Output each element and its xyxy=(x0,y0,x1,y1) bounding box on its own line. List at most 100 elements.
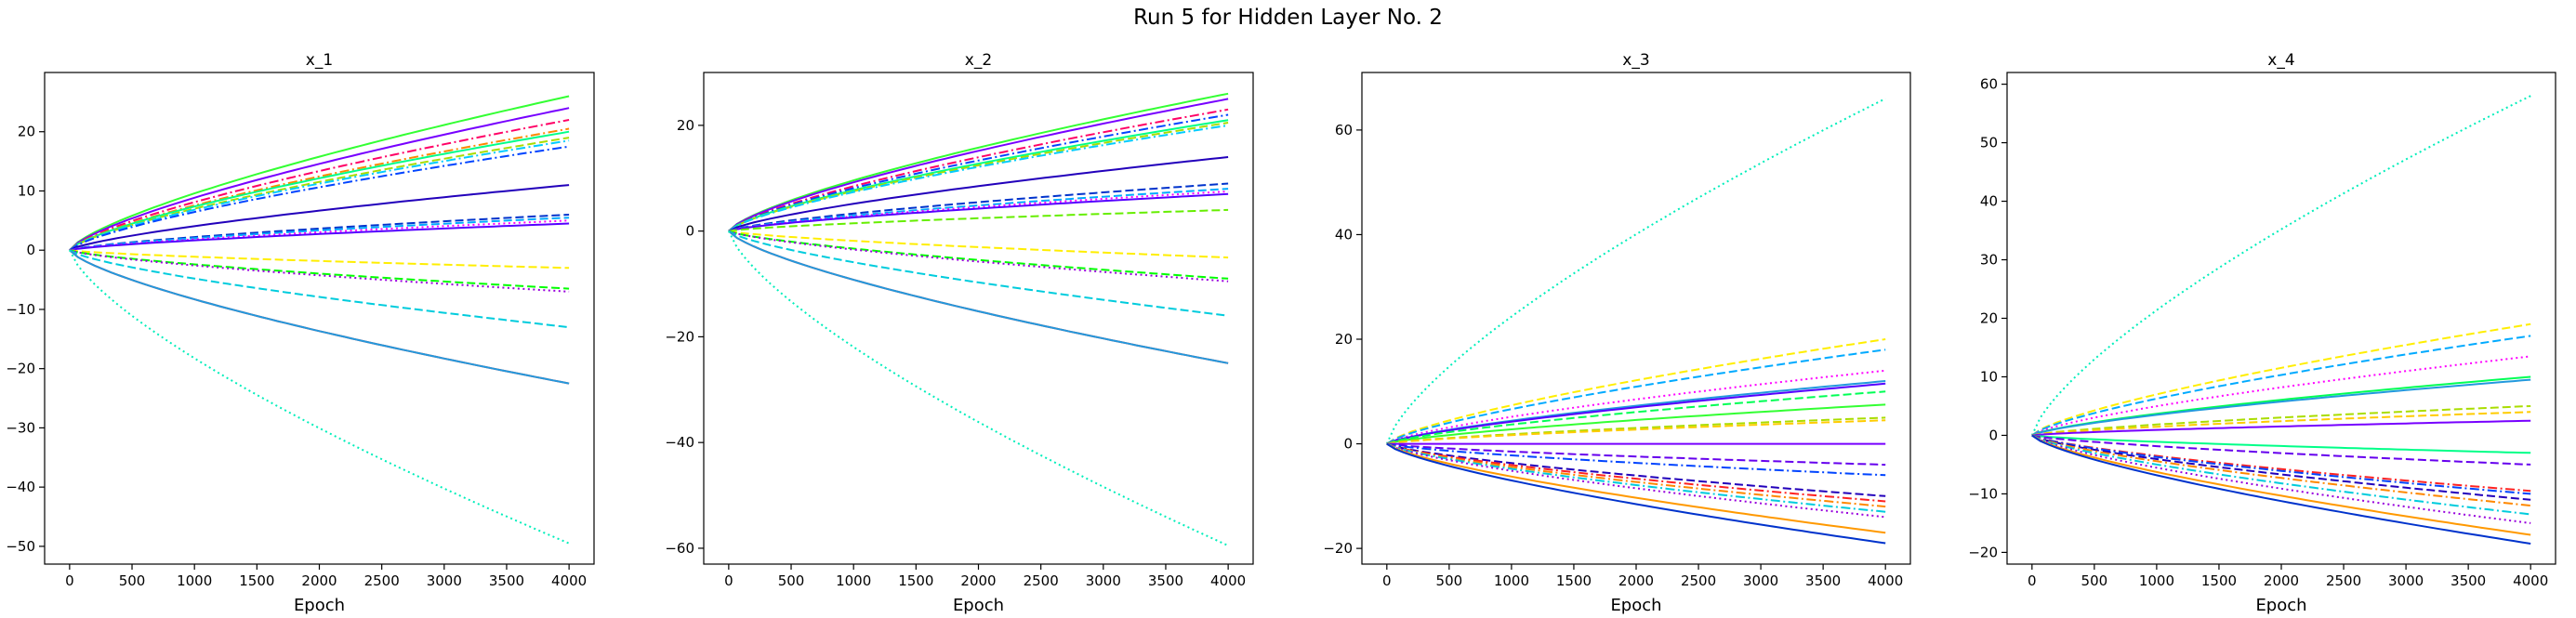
figure-title: Run 5 for Hidden Layer No. 2 xyxy=(1133,6,1443,30)
series-line-5 xyxy=(69,130,570,251)
y-tick-label: 20 xyxy=(1980,310,1998,327)
x-tick-label: 500 xyxy=(119,572,146,589)
x-tick-label: 2000 xyxy=(301,572,337,589)
axes-frame xyxy=(2006,72,2556,565)
x-tick-label: 4000 xyxy=(1210,572,1246,589)
y-tick-label: 0 xyxy=(1343,436,1353,453)
x-tick-label: 2000 xyxy=(960,572,996,589)
y-tick-label: 0 xyxy=(685,223,694,240)
y-tick-label: 0 xyxy=(26,242,35,258)
x-tick-label: 1500 xyxy=(239,572,274,589)
x-tick-label: 1000 xyxy=(836,572,871,589)
series-line-1 xyxy=(69,95,570,251)
x-tick-label: 1000 xyxy=(2139,572,2174,589)
series-line-1 xyxy=(2030,95,2531,436)
series-line-2 xyxy=(69,107,570,251)
y-tick-label: 30 xyxy=(1980,252,1998,269)
subplot-title: x_3 xyxy=(1622,51,1649,70)
series-line-13 xyxy=(1386,442,1886,477)
y-tick-label: −30 xyxy=(6,419,35,436)
series-line-12 xyxy=(69,219,570,252)
x-tick-label: 4000 xyxy=(2513,572,2548,589)
series-line-8 xyxy=(728,156,1229,232)
series-line-2 xyxy=(728,98,1229,232)
series-line-10 xyxy=(728,188,1229,232)
series-line-16 xyxy=(728,230,1229,283)
series-line-13 xyxy=(69,222,570,252)
subplot-x4: 0 500 1000 1500 2000 2500 3000 3500 4000 −20 −10 0 1… xyxy=(1968,51,2556,615)
series-line-19 xyxy=(2031,434,2531,545)
series-line-20 xyxy=(69,249,570,545)
series-group xyxy=(69,95,570,545)
y-tick-label: 10 xyxy=(18,182,35,199)
x-tick-label: 1500 xyxy=(2201,572,2237,589)
x-axis-label: Epoch xyxy=(2255,596,2306,615)
series-line-17 xyxy=(2031,434,2531,524)
series-line-9 xyxy=(728,182,1229,232)
x-tick-label: 0 xyxy=(65,572,74,589)
series-line-19 xyxy=(728,230,1229,364)
series-line-7 xyxy=(69,139,570,252)
series-line-14 xyxy=(1386,442,1886,497)
series-line-19 xyxy=(69,249,570,385)
series-line-15 xyxy=(69,249,570,290)
series-line-16 xyxy=(2031,434,2531,516)
x-tick-label: 2000 xyxy=(2264,572,2299,589)
series-group xyxy=(2030,95,2531,545)
x-tick-label: 4000 xyxy=(551,572,587,589)
series-line-9 xyxy=(1386,416,1886,445)
series-line-11 xyxy=(2031,434,2531,466)
series-line-8 xyxy=(69,145,570,252)
x-tick-label: 3000 xyxy=(1086,572,1121,589)
subplot-title: x_4 xyxy=(2267,51,2294,70)
series-line-12 xyxy=(728,192,1229,232)
series-line-17 xyxy=(728,230,1229,317)
x-tick-label: 2500 xyxy=(364,572,400,589)
y-tick-label: −20 xyxy=(665,328,694,345)
series-line-7 xyxy=(1386,390,1886,445)
y-tick-label: 50 xyxy=(1980,135,1998,151)
axes-frame xyxy=(1361,72,1911,565)
series-line-11 xyxy=(69,217,570,252)
series-line-1 xyxy=(728,92,1229,232)
series-line-4 xyxy=(69,127,570,251)
series-line-14 xyxy=(728,230,1229,259)
series-line-12 xyxy=(1386,442,1886,467)
x-tick-label: 0 xyxy=(724,572,733,589)
y-tick-label: −20 xyxy=(1968,544,1998,560)
x-axis-label: Epoch xyxy=(953,596,1004,615)
series-line-11 xyxy=(728,191,1229,232)
subplot-x3: 0 500 1000 1500 2000 2500 3000 3500 4000 −20 0 20 40… xyxy=(1323,51,1911,615)
series-line-13 xyxy=(728,208,1229,232)
series-line-14 xyxy=(2031,434,2531,501)
series-line-7 xyxy=(728,124,1229,232)
x-tick-label: 2500 xyxy=(2326,572,2361,589)
series-group xyxy=(1385,98,1886,545)
y-tick-label: 60 xyxy=(1335,122,1353,138)
x-tick-label: 0 xyxy=(1382,572,1392,589)
subplot-x1: 0 500 1000 1500 2000 2500 3000 3500 4000 −50 −40 −3… xyxy=(6,51,595,615)
y-tick-label: −60 xyxy=(665,540,694,557)
series-line-3 xyxy=(728,108,1229,232)
x-axis-label: Epoch xyxy=(294,596,345,615)
x-tick-label: 3000 xyxy=(427,572,462,589)
series-line-19 xyxy=(1386,442,1886,534)
y-tick-label: 20 xyxy=(677,117,694,134)
series-line-2 xyxy=(2031,322,2531,437)
x-tick-label: 500 xyxy=(778,572,805,589)
y-tick-label: 40 xyxy=(1335,226,1353,243)
series-line-6 xyxy=(728,122,1229,232)
series-line-17 xyxy=(1386,442,1886,513)
series-line-6 xyxy=(2031,378,2531,437)
series-line-1 xyxy=(1385,98,1886,445)
x-tick-label: 2000 xyxy=(1618,572,1654,589)
y-tick-label: −20 xyxy=(6,361,35,377)
x-tick-label: 1500 xyxy=(1556,572,1592,589)
y-tick-label: 60 xyxy=(1980,76,1998,93)
x-tick-label: 4000 xyxy=(1868,572,1903,589)
series-line-18 xyxy=(2031,434,2531,536)
x-tick-label: 1000 xyxy=(1494,572,1529,589)
series-line-15 xyxy=(1386,442,1886,503)
x-tick-label: 500 xyxy=(2081,572,2108,589)
series-line-3 xyxy=(2031,335,2531,437)
